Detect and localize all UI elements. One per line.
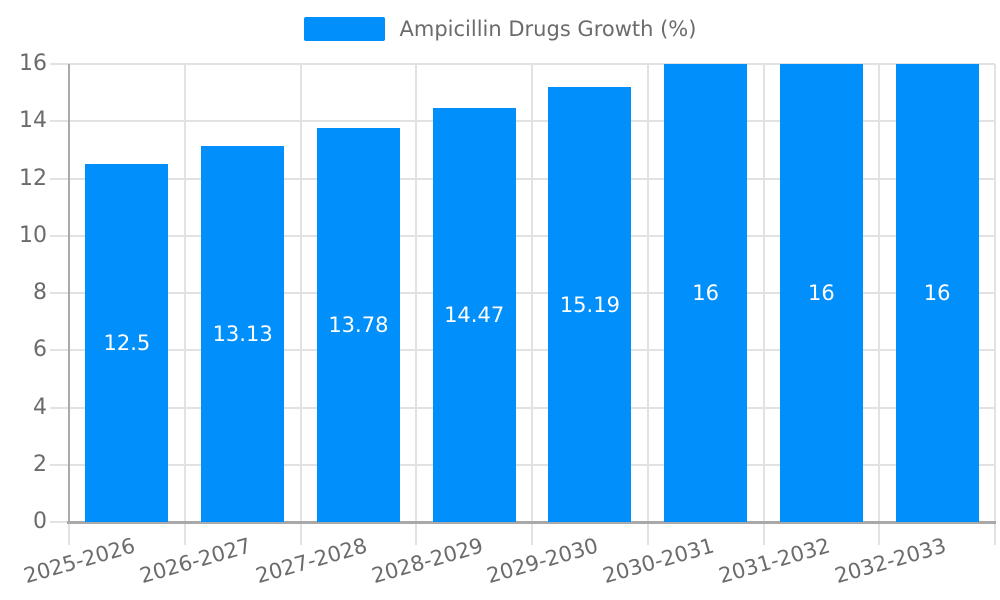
x-axis-tick-label: 2027-2028 — [253, 533, 370, 589]
y-gridline — [50, 177, 995, 180]
y-gridline — [50, 63, 995, 65]
bar-2027-2028[interactable] — [316, 127, 400, 522]
y-axis-tick-label: 8 — [33, 280, 47, 305]
bar-value-label: 13.13 — [212, 322, 273, 347]
y-gridline — [50, 463, 995, 466]
y-axis-tick-label: 12 — [19, 165, 47, 191]
y-axis-tick-label: 14 — [19, 108, 47, 134]
bar-value-label: 12.5 — [103, 331, 151, 356]
bar-value-label: 16 — [923, 281, 951, 305]
y-gridline — [50, 234, 995, 237]
bar-value-label: 13.78 — [328, 312, 389, 337]
y-axis-tick-label: 0 — [33, 509, 47, 534]
bar-2029-2030[interactable] — [548, 87, 632, 522]
x-gridline — [646, 64, 649, 545]
x-axis-line — [67, 521, 996, 524]
x-gridline — [415, 64, 418, 545]
y-axis-tick-label: 10 — [19, 222, 47, 248]
legend-label: Ampicillin Drugs Growth (%) — [399, 17, 697, 41]
x-axis-tick-label: 2030-2031 — [600, 533, 717, 589]
x-gridline — [183, 64, 186, 545]
y-axis-tick-label: 6 — [33, 337, 47, 363]
y-axis-tick-label: 2 — [33, 451, 47, 477]
bar-2031-2032[interactable] — [779, 64, 863, 522]
y-gridline — [50, 349, 995, 352]
y-gridline — [50, 120, 995, 123]
x-axis-tick-label: 2026-2027 — [137, 533, 254, 589]
x-gridline — [299, 64, 302, 545]
x-gridline — [994, 64, 996, 545]
bar-value-label: 16 — [692, 281, 719, 305]
bar-2026-2027[interactable] — [201, 146, 285, 522]
x-axis-tick-label: 2029-2030 — [484, 533, 602, 589]
bar-2025-2026[interactable] — [85, 164, 169, 522]
y-axis-tick-label: 16 — [19, 51, 47, 76]
x-axis-tick-label: 2028-2029 — [368, 533, 486, 589]
legend-marker-icon — [303, 17, 385, 41]
bar-value-label: 16 — [808, 281, 835, 305]
bar-2032-2033[interactable] — [895, 64, 979, 522]
y-axis-line — [68, 64, 70, 522]
bar-value-label: 15.19 — [559, 292, 620, 317]
x-axis-tick-label: 2031-2032 — [716, 533, 833, 589]
x-gridline — [762, 64, 765, 545]
x-gridline — [878, 64, 881, 545]
legend[interactable]: Ampicillin Drugs Growth (%) — [0, 17, 1000, 41]
x-gridline — [531, 64, 533, 545]
x-axis-tick-label: 2032-2033 — [831, 533, 949, 589]
bar-2028-2029[interactable] — [432, 107, 516, 522]
y-gridline — [50, 406, 995, 409]
y-axis-tick-label: 4 — [33, 394, 47, 420]
x-axis-tick-label: 2025-2026 — [21, 533, 139, 589]
y-gridline — [50, 292, 995, 294]
bar-value-label: 14.47 — [444, 302, 505, 327]
bar-2030-2031[interactable] — [664, 64, 748, 522]
